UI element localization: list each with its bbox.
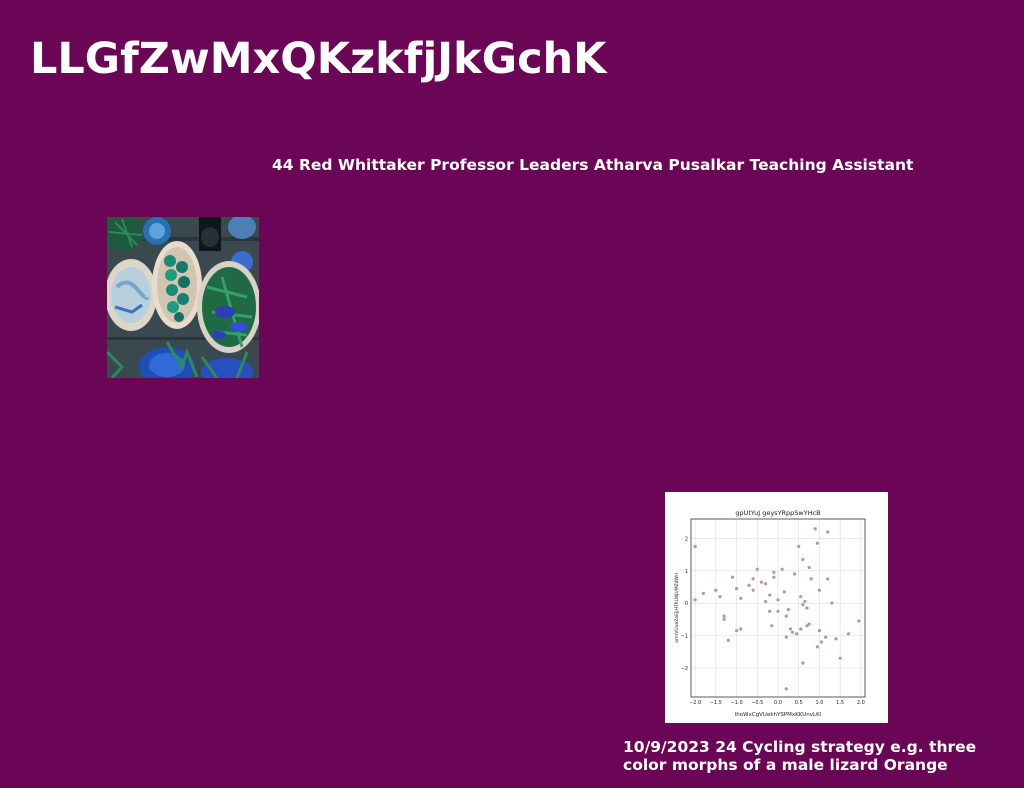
chart-point: [797, 544, 801, 549]
chart-point: [815, 645, 819, 649]
chart-point: [776, 609, 780, 613]
chart-point: [718, 595, 722, 599]
chart-point: [786, 608, 790, 612]
chart-xtick-label: 1.0: [815, 700, 823, 706]
chart-grid: [691, 519, 865, 697]
chart-xtick-label: 2.0: [857, 700, 865, 706]
chart-point: [734, 629, 739, 633]
chart-point: [826, 530, 830, 534]
chart-ytick-label: −1: [681, 634, 688, 640]
chart-point: [722, 617, 726, 621]
chart-point: [714, 588, 718, 592]
chart-point: [805, 606, 809, 610]
chart-xtick-label: 1.5: [836, 700, 844, 706]
chart-point: [817, 588, 822, 592]
chart-point: [747, 583, 751, 587]
chart-point: [790, 630, 795, 634]
chart-xtick-label: −0.5: [751, 700, 763, 706]
chart-point: [693, 598, 697, 602]
chart-point: [801, 661, 805, 665]
chart-point: [722, 614, 726, 618]
chart-point: [763, 599, 768, 604]
chart-point: [799, 595, 803, 599]
chart-ytick-label: −2: [681, 666, 688, 672]
scatter-chart: −2.0 −1.5 −1.0 −0.5 0.0 0.5 1.0 1.5 2.0 2 1 0 −1 −2 g…: [674, 509, 866, 718]
scatter-chart-card: −2.0 −1.5 −1.0 −0.5 0.0 0.5 1.0 1.5 2.0 2 1 0 −1 −2 g…: [665, 492, 888, 723]
chart-point: [799, 627, 803, 631]
chart-point: [801, 557, 805, 562]
chart-axes-frame: [690, 518, 866, 698]
chart-point: [739, 627, 743, 631]
page-subtitle: 44 Red Whittaker Professor Leaders Athar…: [272, 156, 914, 174]
chart-point: [817, 629, 822, 633]
chart-point: [826, 577, 830, 581]
chart-point: [701, 591, 706, 596]
chart-point: [734, 586, 739, 591]
chart-point: [755, 567, 759, 571]
chart-point: [780, 567, 784, 571]
chart-point: [803, 599, 807, 604]
chart-point: [807, 565, 811, 570]
chart-point: [815, 541, 819, 545]
chart-xtick-label: −1.0: [730, 700, 742, 706]
chart-xtick-label: 0.0: [774, 700, 782, 706]
chart-point: [795, 632, 799, 636]
chart-point: [784, 687, 788, 691]
chart-point: [788, 627, 793, 631]
chart-point: [819, 640, 824, 644]
chart-point: [792, 572, 797, 576]
chart-xtick-label: 0.5: [795, 700, 803, 706]
chart-point: [770, 624, 774, 628]
chart-point: [801, 603, 805, 607]
chart-ytick-label: 1: [685, 569, 688, 575]
chart-points: [693, 527, 861, 691]
chart-point: [763, 582, 768, 586]
chart-point: [857, 619, 861, 623]
photo-illustration: [107, 217, 259, 378]
chart-point: [782, 590, 786, 594]
chart-ticks: −2.0 −1.5 −1.0 −0.5 0.0 0.5 1.0 1.5 2.0 2 1 0 −1 −2: [681, 536, 865, 706]
chart-point: [772, 570, 776, 574]
chart-point: [834, 637, 838, 641]
chart-point: [807, 622, 811, 626]
chart-point: [759, 580, 764, 584]
chart-ylabel: arrnVUueZoEjJHTKLWjUMZdWri: [674, 573, 680, 643]
chart-point: [784, 614, 788, 618]
chart-title: gpUtYuJ geysYRppSwYHcB: [735, 509, 820, 517]
chart-point: [776, 598, 780, 602]
chart-point: [813, 527, 817, 531]
chart-point: [768, 593, 772, 597]
chart-point: [693, 544, 697, 549]
chart-point: [730, 575, 735, 579]
chart-point: [726, 638, 730, 642]
chart-point: [784, 635, 788, 639]
chart-point: [768, 609, 772, 613]
page-title: LLGfZwMxQKzkfjJkGchK: [30, 34, 607, 84]
chart-xtick-label: −1.5: [710, 700, 722, 706]
chart-point: [739, 596, 743, 600]
chart-point: [751, 588, 755, 592]
chart-point: [838, 656, 842, 660]
chart-point: [830, 601, 834, 605]
chart-point: [751, 577, 755, 581]
chart-point: [809, 577, 813, 581]
chart-xlabel: lhoWxCgVUekhYSPMxKKUnvLKl: [735, 712, 822, 718]
chart-point: [772, 575, 776, 579]
chart-point: [846, 632, 851, 636]
bottom-caption: 10/9/2023 24 Cycling strategy e.g. three…: [623, 738, 977, 774]
food-bowls-photo: [107, 217, 259, 378]
chart-point: [824, 635, 828, 639]
chart-ytick-label: 2: [685, 536, 688, 542]
chart-xtick-label: −2.0: [689, 700, 701, 706]
chart-ytick-label: 0: [685, 601, 688, 607]
